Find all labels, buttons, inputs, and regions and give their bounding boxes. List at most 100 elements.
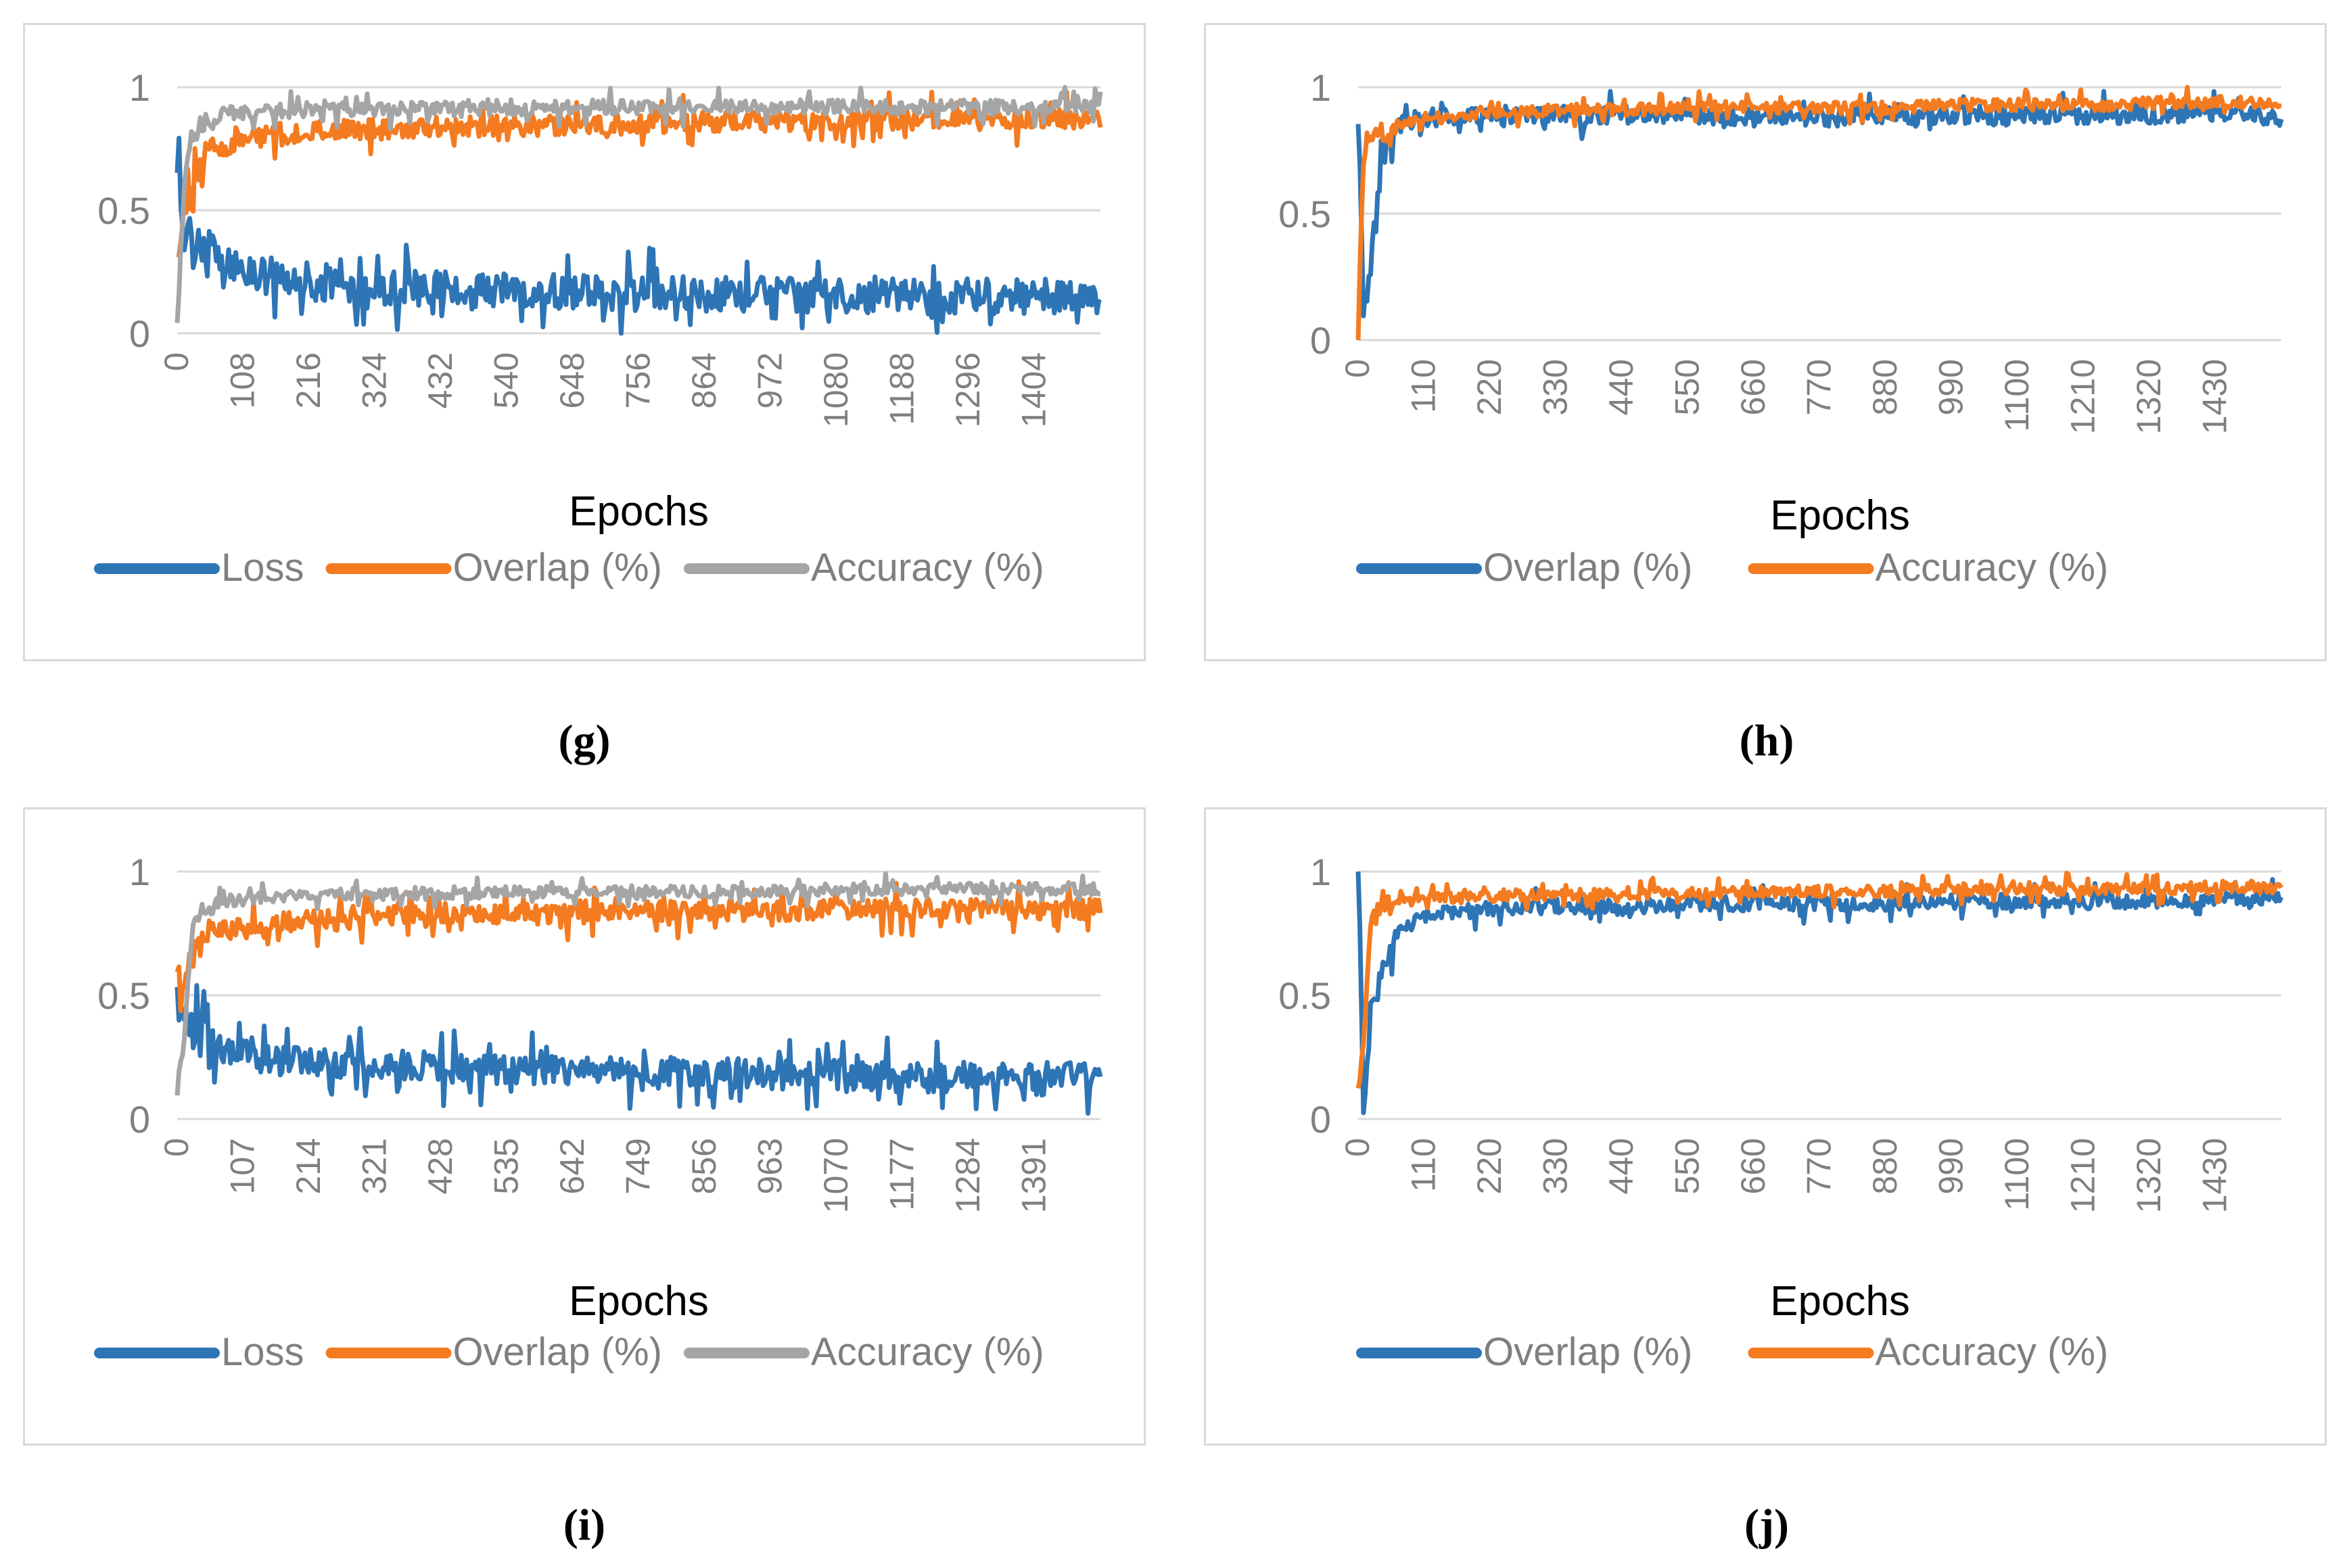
legend-label: Overlap (%) — [453, 1330, 662, 1374]
x-tick-label: 990 — [1932, 359, 1970, 415]
x-tick-label: 220 — [1470, 1138, 1508, 1194]
x-axis-label: Epochs — [1770, 1278, 1910, 1325]
x-tick-label: 756 — [620, 352, 657, 408]
y-tick-label: 1 — [129, 851, 150, 893]
x-tick-label: 440 — [1602, 1138, 1640, 1194]
x-tick-label: 770 — [1800, 359, 1838, 415]
legend-label: Accuracy (%) — [811, 546, 1044, 590]
chart-svg-h: 0 0.5 1 0 110 220 330 440 550 660 770 880 990 1100 121… — [1278, 66, 2284, 590]
legend-label: Loss — [221, 546, 304, 590]
x-tick-label: 110 — [1405, 359, 1443, 413]
legend-label: Overlap (%) — [1483, 546, 1692, 590]
x-tick-label: 864 — [685, 352, 723, 408]
series-line-loss — [175, 135, 1102, 336]
y-tick-label: 0.5 — [97, 974, 150, 1017]
x-tick-label: 1320 — [2130, 359, 2168, 434]
x-tick-label: 770 — [1800, 1138, 1838, 1194]
legend-label: Accuracy (%) — [1875, 1330, 2108, 1374]
x-tick-label: 1296 — [949, 352, 987, 427]
x-tick-label: 324 — [356, 352, 394, 408]
x-tick-label: 648 — [553, 352, 591, 408]
x-tick-label: 1188 — [883, 352, 921, 425]
x-tick-label: 107 — [224, 1138, 262, 1194]
chart-svg-g: 0 0.5 1 0 108 216 324 432 540 648 756 864 972 1080 118… — [94, 66, 1103, 590]
y-tick-label: 0.5 — [1278, 974, 1331, 1017]
x-tick-label: 880 — [1866, 359, 1904, 415]
x-tick-label: 1210 — [2064, 359, 2102, 434]
x-tick-label: 1100 — [1998, 359, 2036, 432]
chart-panel-h: 0 0.5 1 0 110 220 330 440 550 660 770 880 990 1100 121… — [1204, 23, 2327, 661]
x-tick-label: 963 — [751, 1138, 789, 1194]
x-tick-label: 1430 — [2196, 1138, 2234, 1213]
series-line-loss — [175, 982, 1103, 1116]
x-axis-label: Epochs — [569, 488, 709, 535]
legend-label: Loss — [221, 1330, 304, 1374]
y-tick-label: 1 — [1310, 66, 1331, 109]
x-tick-label: 216 — [289, 352, 327, 408]
x-tick-label: 321 — [356, 1138, 394, 1194]
x-tick-label: 220 — [1470, 359, 1508, 415]
x-tick-label: 0 — [158, 352, 195, 371]
series-line-accuracy — [1355, 870, 2283, 1089]
x-tick-label: 1404 — [1015, 352, 1053, 427]
y-tick-label: 0.5 — [97, 189, 150, 232]
x-tick-label: 108 — [224, 352, 262, 408]
x-tick-label: 214 — [289, 1138, 327, 1194]
series-line-overlap — [175, 879, 1103, 1014]
x-tick-label: 1080 — [817, 352, 855, 427]
y-tick-label: 1 — [129, 66, 150, 109]
series-line-accuracy — [1355, 85, 2282, 341]
x-tick-label: 330 — [1537, 1138, 1575, 1194]
y-tick-label: 0 — [1310, 1098, 1331, 1141]
y-tick-label: 0 — [129, 1098, 150, 1141]
chart-svg-j: 0 0.5 1 0 110 220 330 440 550 660 770 880 990 1100 121… — [1278, 851, 2284, 1374]
x-tick-label: 540 — [488, 352, 526, 408]
x-tick-label: 1177 — [883, 1138, 921, 1211]
x-tick-label: 535 — [488, 1138, 526, 1194]
chart-panel-i: 0 0.5 1 0 107 214 321 428 535 642 749 856 963 1070 117… — [23, 807, 1146, 1446]
legend-label: Accuracy (%) — [811, 1330, 1044, 1374]
x-tick-label: 1430 — [2196, 359, 2234, 434]
x-tick-label: 330 — [1537, 359, 1575, 415]
x-tick-label: 749 — [620, 1138, 657, 1194]
x-tick-label: 856 — [685, 1138, 723, 1194]
series-line-accuracy — [175, 871, 1101, 1096]
caption-g: (g) — [558, 716, 611, 765]
legend-label: Overlap (%) — [1483, 1330, 1692, 1374]
y-tick-label: 1 — [1310, 851, 1331, 893]
x-tick-label: 1210 — [2064, 1138, 2102, 1213]
x-tick-label: 428 — [421, 1138, 459, 1194]
legend-label: Accuracy (%) — [1875, 546, 2108, 590]
x-tick-label: 1320 — [2130, 1138, 2168, 1213]
x-tick-label: 1070 — [817, 1138, 855, 1213]
series-line-overlap — [176, 89, 1103, 258]
x-tick-label: 1391 — [1015, 1138, 1053, 1213]
series-line-accuracy — [175, 85, 1103, 323]
legend-label: Overlap (%) — [453, 546, 662, 590]
x-tick-label: 1284 — [949, 1138, 987, 1213]
x-tick-label: 642 — [553, 1138, 591, 1194]
y-tick-label: 0 — [129, 312, 150, 355]
caption-i: (i) — [563, 1500, 606, 1550]
x-tick-label: 0 — [158, 1138, 195, 1157]
y-tick-label: 0.5 — [1278, 193, 1331, 235]
x-tick-label: 440 — [1602, 359, 1640, 415]
x-tick-label: 880 — [1866, 1138, 1904, 1194]
x-tick-label: 550 — [1669, 359, 1706, 415]
x-tick-label: 0 — [1339, 359, 1376, 378]
caption-j: (j) — [1744, 1500, 1789, 1550]
x-tick-label: 110 — [1405, 1138, 1443, 1192]
y-tick-label: 0 — [1310, 319, 1331, 362]
x-axis-label: Epochs — [569, 1278, 709, 1325]
series-line-overlap — [1355, 89, 2284, 318]
x-tick-label: 432 — [421, 352, 459, 408]
chart-panel-j: 0 0.5 1 0 110 220 330 440 550 660 770 880 990 1100 121… — [1204, 807, 2327, 1446]
series-line-overlap — [1355, 871, 2284, 1116]
chart-svg-i: 0 0.5 1 0 107 214 321 428 535 642 749 856 963 1070 117… — [94, 851, 1103, 1374]
x-tick-label: 990 — [1932, 1138, 1970, 1194]
x-tick-label: 660 — [1734, 1138, 1772, 1194]
x-tick-label: 0 — [1339, 1138, 1376, 1157]
x-tick-label: 660 — [1734, 359, 1772, 415]
caption-h: (h) — [1739, 716, 1794, 765]
x-axis-label: Epochs — [1770, 492, 1910, 539]
